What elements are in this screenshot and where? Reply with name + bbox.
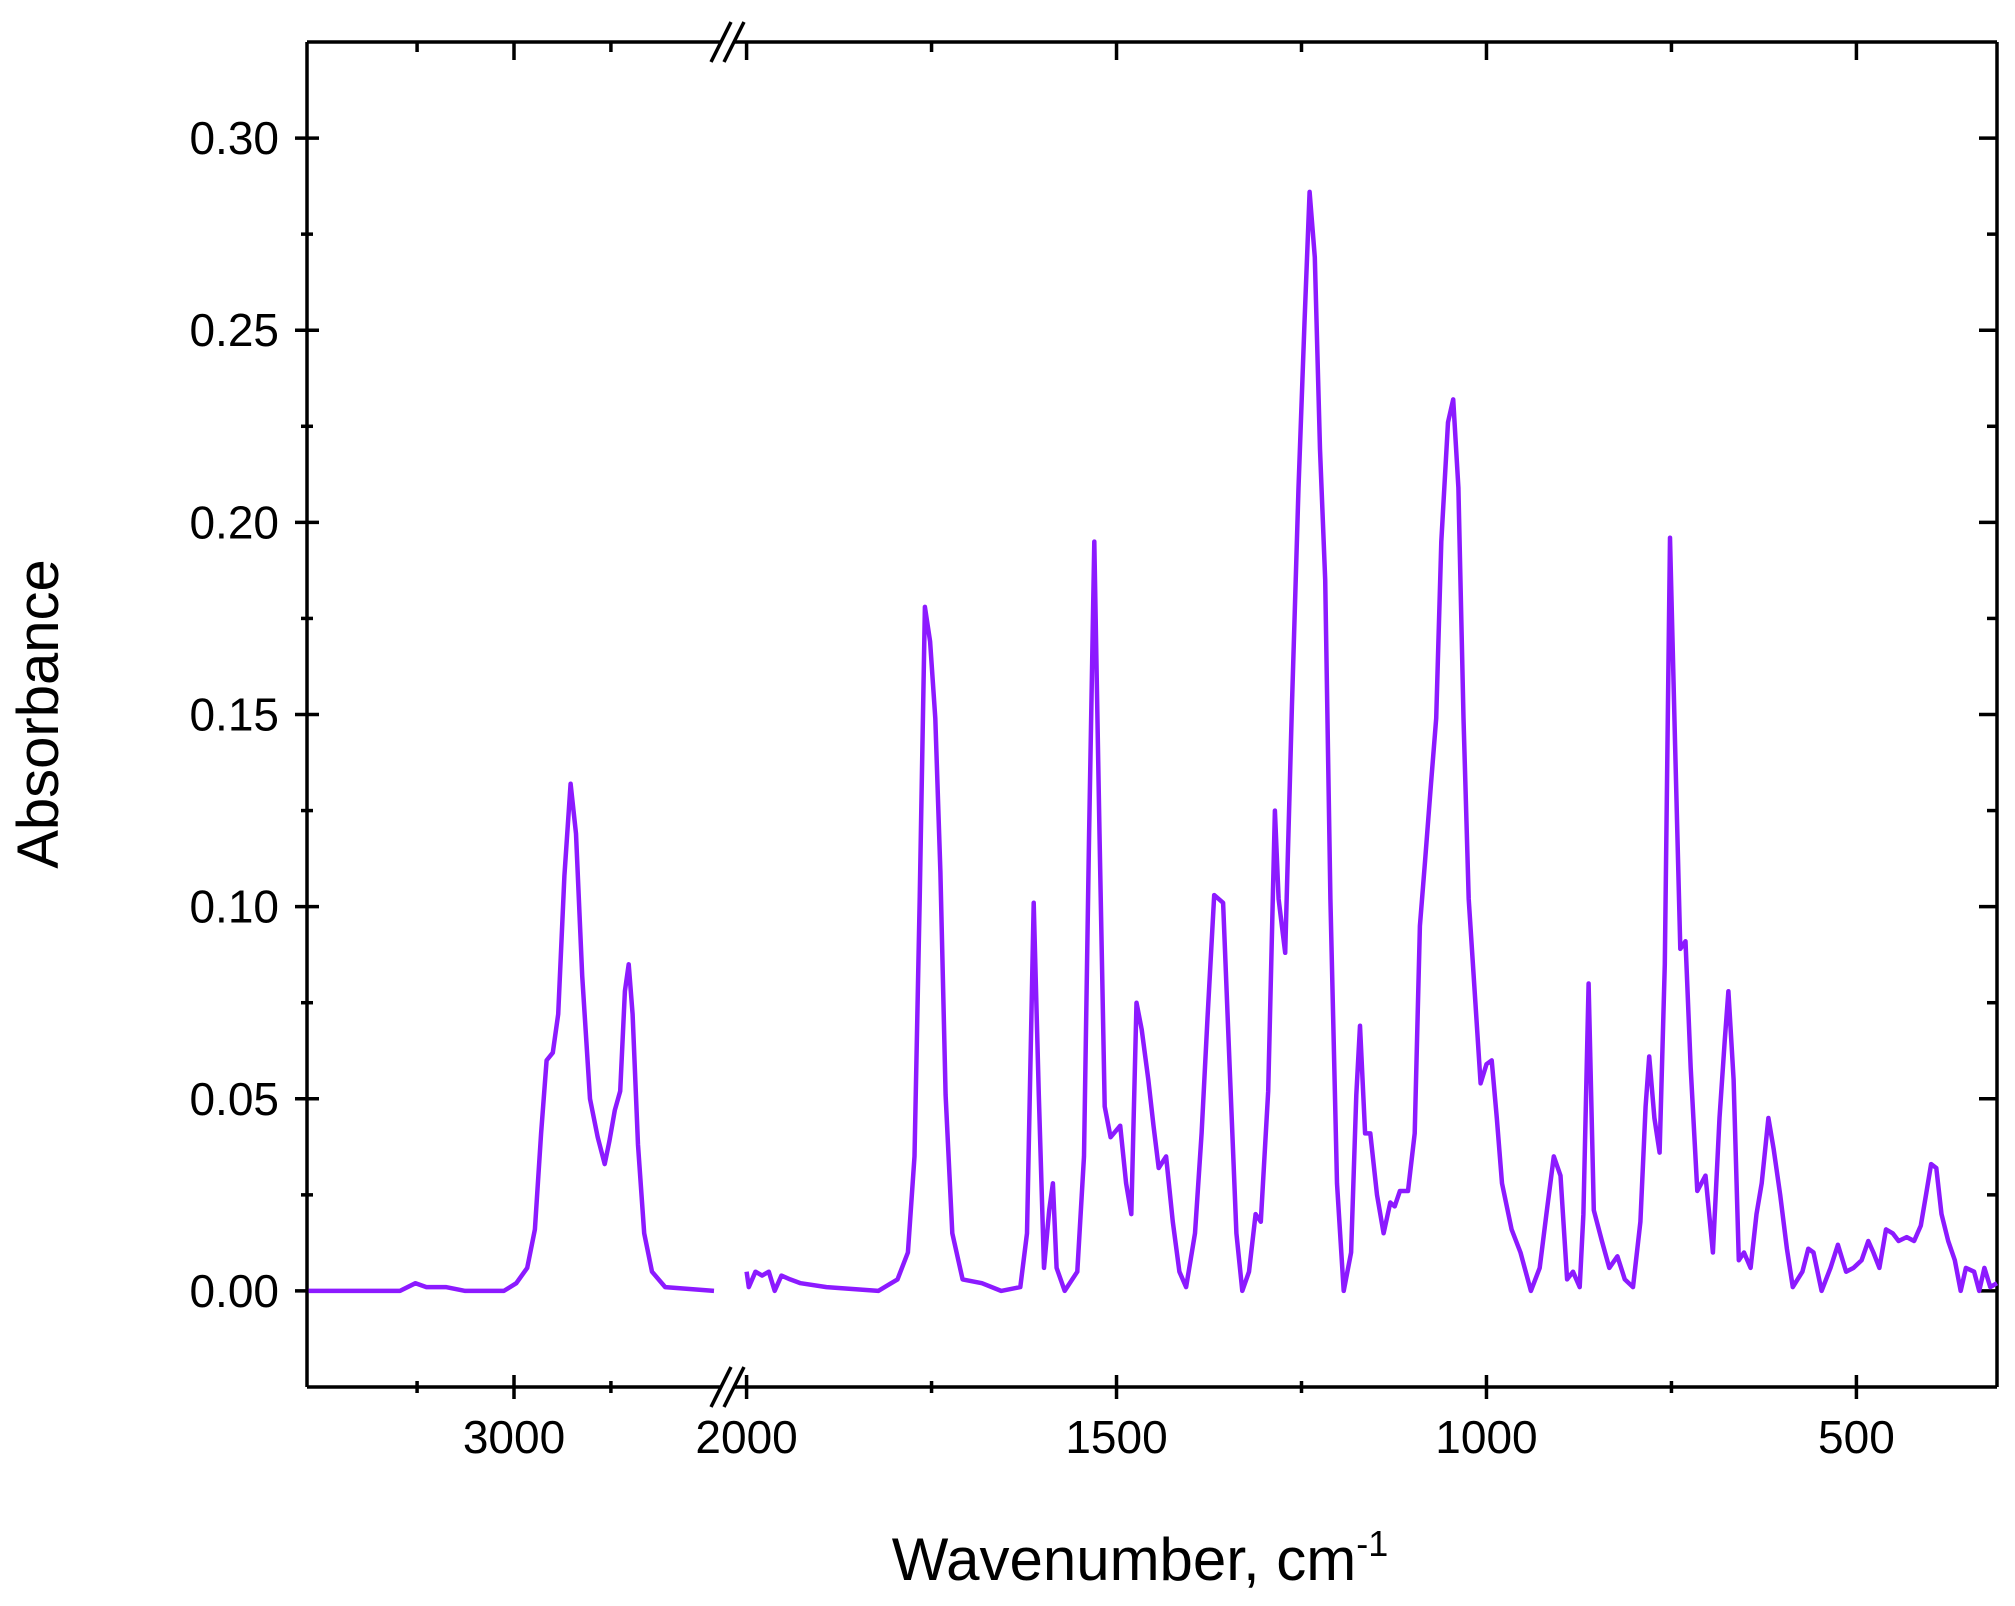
axis-break: [709, 21, 733, 63]
spectrum-line: [744, 189, 1999, 1294]
y-axis-label: Absorbance: [6, 559, 71, 869]
axis-break: [722, 1366, 746, 1408]
axis-break: [722, 21, 746, 63]
x-axis-label: Wavenumber, cm-1: [892, 1523, 1389, 1593]
y-tick-label: 0.00: [189, 1265, 279, 1317]
y-tick-label: 0.20: [189, 496, 279, 548]
x-tick-label: 1500: [1065, 1411, 1167, 1463]
y-tick-label: 0.10: [189, 881, 279, 933]
x-tick-label: 3000: [463, 1411, 565, 1463]
x-tick-label: 2000: [695, 1411, 797, 1463]
y-tick-label: 0.25: [189, 304, 279, 356]
y-tick-label: 0.30: [189, 112, 279, 164]
x-axis-label-main: Wavenumber, cm: [892, 1526, 1357, 1593]
x-tick-label: 1000: [1435, 1411, 1537, 1463]
x-tick-label: 500: [1818, 1411, 1895, 1463]
spectrum-line: [308, 781, 715, 1294]
y-tick-label: 0.15: [189, 689, 279, 741]
y-tick-label: 0.05: [189, 1073, 279, 1125]
axis-break: [709, 1366, 733, 1408]
x-axis-label-sup: -1: [1356, 1523, 1388, 1564]
